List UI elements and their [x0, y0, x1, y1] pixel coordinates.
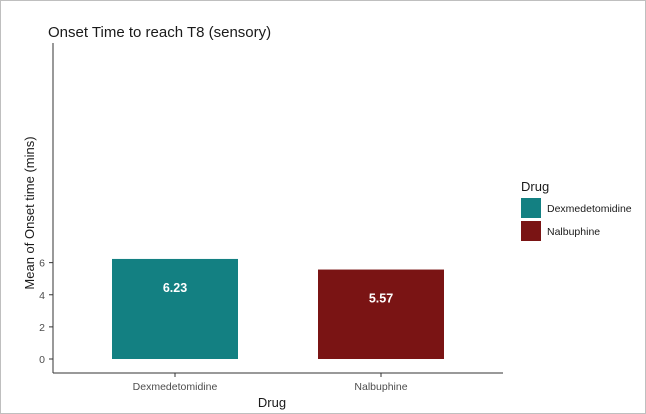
y-tick-label: 6 [39, 258, 45, 270]
legend-label: Dexmedetomidine [547, 203, 632, 215]
bar [112, 258, 238, 359]
bar-value-label: 6.23 [163, 281, 187, 295]
x-axis-title: Drug [258, 395, 286, 410]
legend: Drug Dexmedetomidine Nalbuphine [521, 179, 632, 241]
y-axis-title: Mean of Onset time (mins) [22, 136, 37, 289]
legend-key [521, 198, 541, 218]
legend-label: Nalbuphine [547, 226, 600, 238]
y-tick-label: 2 [39, 322, 45, 334]
bar [318, 269, 444, 359]
bar-value-label: 5.57 [369, 292, 393, 306]
chart-title: Onset Time to reach T8 (sensory) [48, 24, 271, 41]
y-tick-label: 4 [39, 290, 45, 302]
x-tick-label: Dexmedetomidine [133, 381, 218, 393]
legend-key [521, 221, 541, 241]
x-tick-label: Nalbuphine [354, 381, 407, 393]
plot-area: 0 2 4 6 6.23 Dexmedetomidine 5.57 Nalbuphine [39, 43, 503, 393]
y-tick-label: 0 [39, 354, 45, 366]
legend-title: Drug [521, 179, 549, 194]
